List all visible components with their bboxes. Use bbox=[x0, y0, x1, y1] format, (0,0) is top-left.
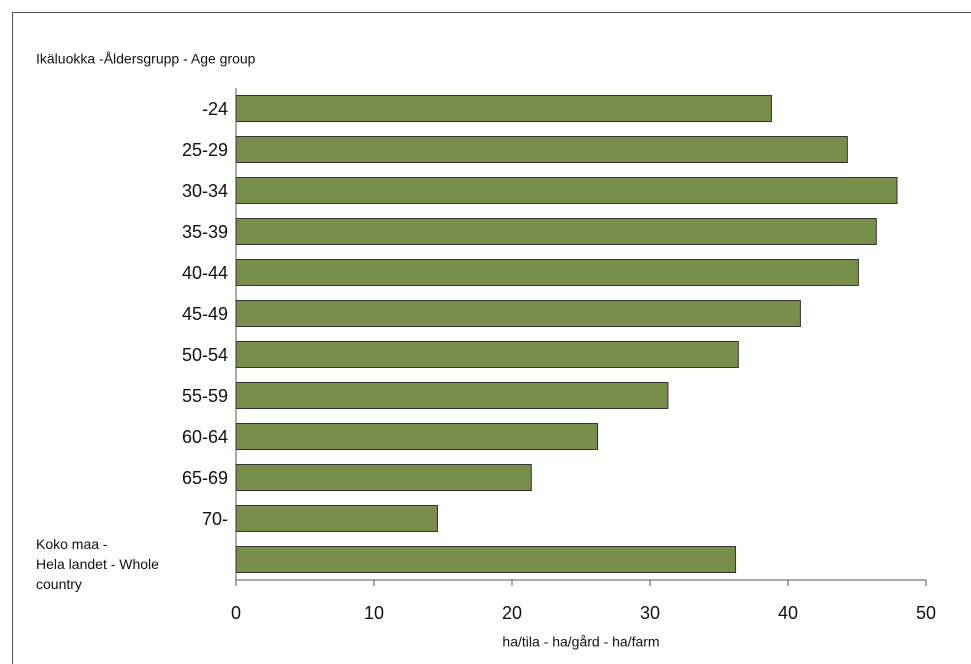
x-tick-label: 0 bbox=[231, 603, 241, 623]
y-tick-label: 35-39 bbox=[181, 221, 228, 242]
bar bbox=[235, 259, 859, 286]
bar bbox=[235, 300, 801, 327]
y-tick-label: 40-44 bbox=[181, 262, 228, 283]
y-tick-label: 65-69 bbox=[181, 467, 228, 488]
y-tick-label: 45-49 bbox=[181, 303, 228, 324]
x-tick-label: 40 bbox=[778, 603, 798, 623]
bar bbox=[235, 177, 898, 204]
y-tick-label: 25-29 bbox=[181, 139, 228, 160]
bar bbox=[235, 546, 737, 573]
chart-title: Ikäluokka -Åldersgrupp - Age group bbox=[36, 51, 256, 67]
chart-frame bbox=[12, 12, 971, 664]
bar bbox=[235, 218, 877, 245]
y-tick-label: Koko maa - Hela landet - Whole country bbox=[36, 535, 159, 592]
y-tick-label: 60-64 bbox=[181, 426, 228, 447]
y-tick-label: 50-54 bbox=[181, 344, 228, 365]
x-tick-label: 10 bbox=[364, 603, 384, 623]
x-tick-label: 50 bbox=[916, 603, 936, 623]
bar bbox=[235, 423, 599, 450]
x-tick-label: 20 bbox=[502, 603, 522, 623]
bar bbox=[235, 505, 438, 532]
bar bbox=[235, 382, 669, 409]
bar bbox=[235, 95, 772, 122]
bar bbox=[235, 341, 739, 368]
bar bbox=[235, 136, 848, 163]
bar bbox=[235, 464, 532, 491]
x-axis-label: ha/tila - ha/gård - ha/farm bbox=[502, 634, 659, 650]
y-tick-label: 70- bbox=[201, 508, 228, 529]
y-tick-label: 55-59 bbox=[181, 385, 228, 406]
y-tick-label: 30-34 bbox=[181, 180, 228, 201]
x-tick-label: 30 bbox=[640, 603, 660, 623]
y-tick-label: -24 bbox=[201, 98, 228, 119]
